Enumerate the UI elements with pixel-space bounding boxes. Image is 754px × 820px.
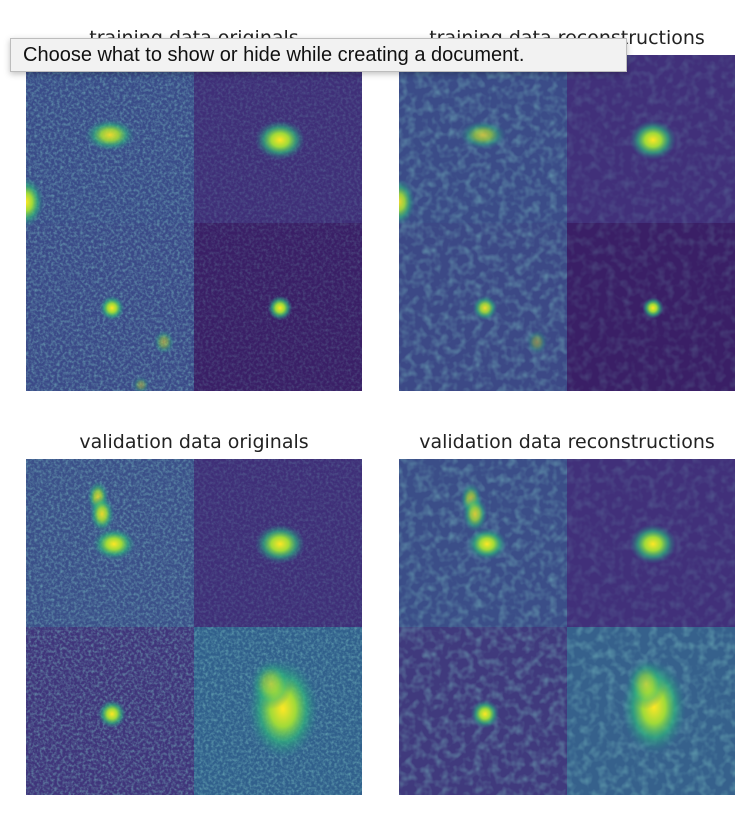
image-panel	[399, 459, 735, 795]
panel-title: validation data reconstructions	[419, 431, 715, 453]
blobs	[399, 120, 677, 355]
image-panel	[399, 55, 735, 391]
bright-source	[132, 376, 150, 391]
bright-source	[26, 176, 44, 228]
image-panel	[26, 459, 362, 795]
bright-source	[629, 524, 677, 564]
bright-source	[254, 120, 306, 160]
bright-source	[462, 496, 488, 532]
bright-source	[92, 527, 136, 561]
image-panels	[26, 55, 735, 795]
bright-source	[89, 496, 115, 532]
bright-source	[459, 120, 507, 150]
bright-source	[97, 699, 127, 729]
bright-source	[267, 295, 293, 321]
panel-title: validation data originals	[79, 431, 308, 453]
bright-source	[526, 329, 548, 355]
bright-source	[470, 699, 500, 729]
bright-source	[626, 658, 666, 710]
bright-source	[84, 118, 136, 152]
bright-source	[153, 329, 175, 355]
bright-source	[472, 295, 498, 321]
tooltip: Choose what to show or hide while creati…	[10, 38, 627, 72]
bright-source	[629, 120, 677, 160]
blobs	[460, 482, 687, 754]
bright-source	[249, 658, 293, 710]
blobs	[87, 480, 319, 760]
bright-source	[254, 524, 306, 564]
bright-source	[642, 297, 664, 319]
blobs	[26, 118, 306, 391]
bright-source	[467, 527, 507, 561]
bright-source	[99, 295, 125, 321]
bright-source	[399, 178, 416, 226]
image-panel	[26, 55, 362, 391]
